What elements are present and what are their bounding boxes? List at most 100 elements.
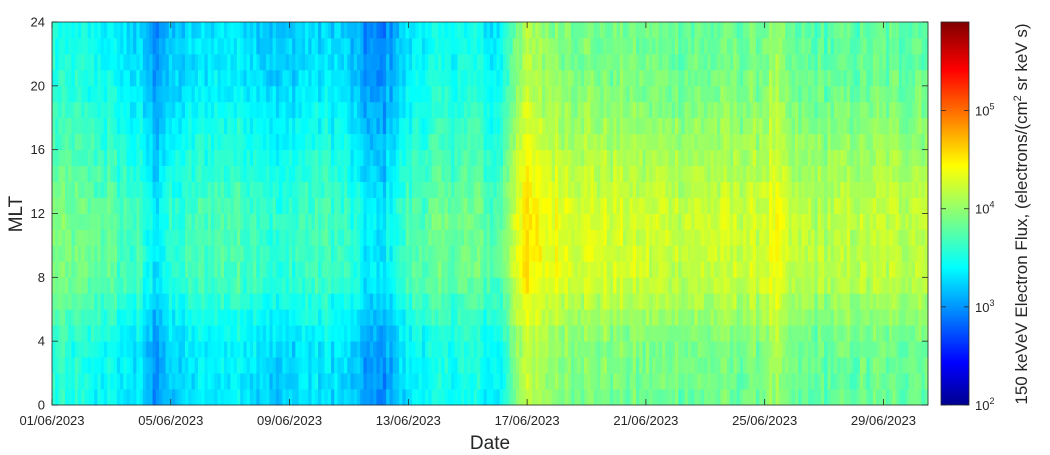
heatmap-cell	[188, 293, 192, 310]
heatmap-cell	[707, 37, 712, 55]
heatmap-cell	[168, 37, 173, 55]
heatmap-cell	[175, 69, 179, 87]
heatmap-cell	[269, 53, 274, 71]
heatmap-cell	[334, 373, 338, 390]
heatmap-cell	[337, 149, 342, 167]
heatmap-cell	[344, 69, 348, 87]
heatmap-cell	[253, 69, 257, 87]
heatmap-cell	[207, 69, 212, 87]
heatmap-cell	[720, 389, 724, 406]
heatmap-cell	[642, 22, 647, 39]
heatmap-cell	[240, 229, 244, 246]
heatmap-cell	[665, 181, 669, 198]
heatmap-cell	[603, 165, 608, 182]
heatmap-cell	[717, 85, 721, 103]
heatmap-cell	[149, 101, 153, 119]
heatmap-cell	[613, 357, 617, 374]
heatmap-cell	[353, 85, 358, 103]
heatmap-cell	[77, 85, 82, 103]
heatmap-cell	[292, 22, 296, 39]
heatmap-cell	[412, 213, 416, 230]
heatmap-cell	[376, 277, 381, 294]
heatmap-cell	[142, 341, 147, 358]
heatmap-cell	[347, 149, 351, 167]
heatmap-cell	[541, 197, 546, 214]
heatmap-cell	[632, 229, 637, 246]
heatmap-cell	[477, 85, 481, 103]
heatmap-cell	[305, 181, 309, 198]
heatmap-cell	[266, 165, 270, 182]
heatmap-cell	[593, 389, 598, 406]
heatmap-cell	[149, 197, 153, 214]
heatmap-cell	[616, 341, 621, 358]
heatmap-cell	[535, 325, 540, 342]
heatmap-cell	[55, 309, 59, 326]
heatmap-cell	[249, 261, 254, 278]
heatmap-cell	[318, 22, 322, 39]
heatmap-cell	[535, 85, 540, 103]
heatmap-cell	[691, 101, 695, 119]
heatmap-cell	[691, 22, 695, 39]
heatmap-cell	[77, 197, 82, 214]
heatmap-cell	[262, 309, 267, 326]
heatmap-cell	[139, 229, 144, 246]
heatmap-cell	[110, 101, 115, 119]
heatmap-cell	[152, 165, 157, 182]
heatmap-cell	[486, 357, 491, 374]
heatmap-cell	[548, 22, 553, 39]
heatmap-cell	[509, 149, 514, 167]
heatmap-cell	[269, 277, 274, 294]
heatmap-cell	[64, 245, 69, 262]
heatmap-cell	[541, 85, 546, 103]
heatmap-cell	[493, 149, 497, 167]
heatmap-cell	[470, 309, 475, 326]
heatmap-cell	[90, 389, 95, 406]
heatmap-cell	[301, 85, 306, 103]
heatmap-cell	[373, 165, 377, 182]
heatmap-cell	[694, 197, 699, 214]
heatmap-cell	[210, 213, 215, 230]
heatmap-cell	[438, 277, 442, 294]
heatmap-cell	[600, 197, 604, 214]
heatmap-cell	[392, 85, 397, 103]
heatmap-cell	[603, 22, 608, 39]
heatmap-cell	[713, 261, 718, 278]
heatmap-cell	[619, 181, 624, 198]
heatmap-cell	[713, 133, 718, 151]
heatmap-cell	[360, 181, 364, 198]
heatmap-cell	[243, 69, 248, 87]
heatmap-cell	[107, 341, 111, 358]
heatmap-cell	[181, 261, 186, 278]
heatmap-cell	[636, 213, 640, 230]
heatmap-cell	[191, 53, 196, 71]
heatmap-cell	[434, 117, 439, 135]
heatmap-cell	[207, 373, 212, 390]
heatmap-cell	[480, 309, 484, 326]
heatmap-cell	[499, 277, 504, 294]
heatmap-cell	[52, 293, 56, 310]
heatmap-cell	[87, 22, 92, 39]
heatmap-cell	[204, 37, 209, 55]
heatmap-cell	[288, 133, 293, 151]
heatmap-cell	[236, 389, 241, 406]
heatmap-cell	[103, 245, 108, 262]
heatmap-cell	[652, 117, 656, 135]
heatmap-cell	[249, 325, 254, 342]
heatmap-cell	[100, 261, 105, 278]
heatmap-cell	[519, 229, 523, 246]
heatmap-cell	[431, 341, 436, 358]
heatmap-cell	[428, 277, 432, 294]
heatmap-cell	[155, 197, 160, 214]
heatmap-cell	[477, 117, 481, 135]
heatmap-cell	[318, 229, 322, 246]
heatmap-cell	[126, 213, 131, 230]
heatmap-cell	[629, 213, 634, 230]
heatmap-cell	[473, 389, 478, 406]
heatmap-cell	[652, 165, 656, 182]
heatmap-cell	[55, 389, 59, 406]
heatmap-cell	[571, 85, 575, 103]
heatmap-cell	[522, 69, 527, 87]
heatmap-cell	[496, 165, 501, 182]
heatmap-cell	[619, 69, 624, 87]
heatmap-cell	[392, 101, 397, 119]
